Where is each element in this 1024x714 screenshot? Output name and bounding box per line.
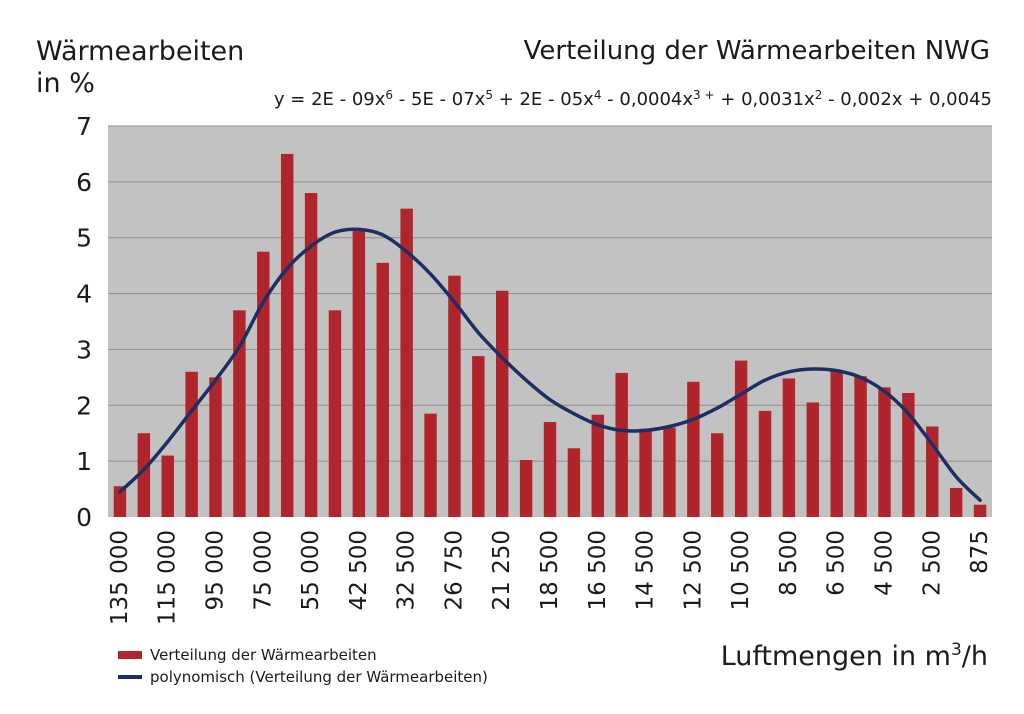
bar xyxy=(878,387,891,517)
regression-equation: y = 2E - 09x6 - 5E - 07x5 + 2E - 05x4 - … xyxy=(273,88,992,110)
x-tick-label: 32 500 xyxy=(394,530,420,610)
x-tick-label: 12 500 xyxy=(680,530,706,610)
bar xyxy=(400,208,413,517)
x-tick-label: 115 000 xyxy=(155,530,181,625)
bar xyxy=(209,377,222,517)
y-axis-label-line1: Wärmearbeiten xyxy=(36,36,245,67)
x-tick-label: 8 500 xyxy=(776,530,802,596)
bar xyxy=(806,402,820,517)
legend-item-bars: Verteilung der Wärmearbeiten xyxy=(118,644,488,666)
x-tick-label: 10 500 xyxy=(728,530,754,610)
x-tick-label: 95 000 xyxy=(203,530,229,610)
bar xyxy=(567,448,581,517)
bar xyxy=(639,428,652,517)
bar xyxy=(543,422,557,517)
x-tick-label: 2 500 xyxy=(919,530,945,596)
bar xyxy=(233,310,246,517)
bar xyxy=(830,370,843,517)
bar xyxy=(352,231,366,518)
legend-item-curve: polynomisch (Verteilung der Wärmearbeite… xyxy=(118,666,488,688)
x-tick-label: 875 xyxy=(967,530,993,574)
bar xyxy=(304,193,318,517)
legend-swatch-line xyxy=(118,675,142,679)
bar xyxy=(328,310,342,517)
trend-line xyxy=(118,227,982,502)
y-axis-label-line2: in % xyxy=(36,68,95,99)
legend-label-curve: polynomisch (Verteilung der Wärmearbeite… xyxy=(150,668,488,686)
bar xyxy=(424,413,437,517)
bar xyxy=(854,376,867,517)
y-tick-label: 5 xyxy=(76,224,92,253)
x-tick-label: 42 500 xyxy=(346,530,372,610)
bar xyxy=(185,371,198,517)
x-tick-label: 14 500 xyxy=(633,530,659,610)
y-tick-label: 4 xyxy=(76,280,92,309)
bar xyxy=(949,487,963,517)
bar xyxy=(113,486,127,517)
y-tick-label: 1 xyxy=(76,447,92,476)
x-tick-label: 18 500 xyxy=(537,530,563,610)
bar xyxy=(711,433,724,517)
y-tick-label: 7 xyxy=(76,112,92,141)
bar xyxy=(782,378,796,517)
x-tick-label: 21 250 xyxy=(489,530,515,610)
bar xyxy=(376,262,389,517)
bar xyxy=(448,275,461,517)
x-tick-label: 4 500 xyxy=(871,530,897,596)
bar xyxy=(758,410,772,517)
legend: Verteilung der Wärmearbeiten polynomisch… xyxy=(118,644,488,688)
chart-title: Verteilung der Wärmearbeiten NWG xyxy=(523,36,990,66)
y-tick-label: 6 xyxy=(76,168,92,197)
bar xyxy=(734,360,748,517)
x-tick-label: 16 500 xyxy=(585,530,611,610)
bar xyxy=(687,381,700,517)
y-tick-label: 0 xyxy=(76,503,92,532)
x-tick-label: 26 750 xyxy=(441,530,467,610)
x-axis-label: Luftmengen in m3/h xyxy=(720,640,988,672)
bar xyxy=(472,356,485,517)
x-tick-label: 135 000 xyxy=(107,530,133,625)
x-tick-label: 55 000 xyxy=(298,530,324,610)
bar xyxy=(591,414,604,517)
bar xyxy=(496,290,509,517)
bar xyxy=(257,251,270,517)
bar xyxy=(519,460,533,517)
bar xyxy=(973,504,987,517)
y-tick-label: 3 xyxy=(76,335,92,364)
bar xyxy=(615,372,628,517)
bar xyxy=(161,455,174,517)
x-tick-label: 75 000 xyxy=(250,530,276,610)
x-tick-label: 6 500 xyxy=(824,530,850,596)
bar xyxy=(902,392,915,517)
bar xyxy=(663,427,676,517)
legend-swatch-bar xyxy=(118,651,142,659)
bar xyxy=(280,153,294,517)
bar xyxy=(137,433,151,517)
legend-label-bars: Verteilung der Wärmearbeiten xyxy=(150,646,377,664)
y-tick-label: 2 xyxy=(76,391,92,420)
